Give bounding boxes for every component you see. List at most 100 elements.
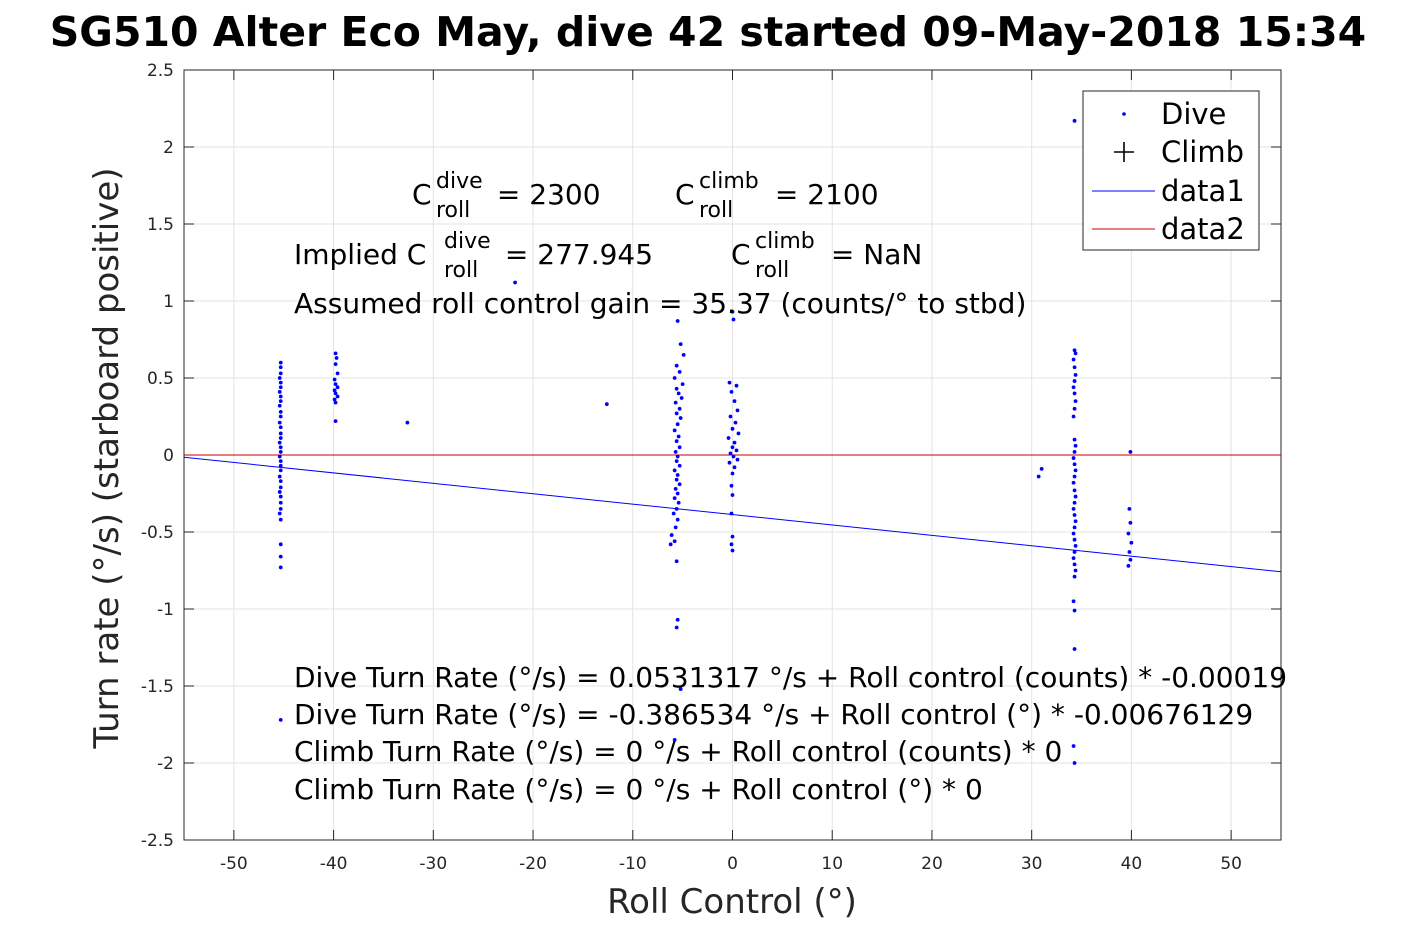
dive-point bbox=[1071, 599, 1076, 604]
dive-point bbox=[734, 383, 739, 388]
y-tick-label: 1.5 bbox=[147, 215, 174, 235]
dive-point bbox=[736, 431, 741, 436]
dive-point bbox=[729, 389, 734, 394]
dive-point bbox=[673, 450, 678, 454]
dive-point bbox=[278, 365, 283, 370]
legend-dive-marker bbox=[1122, 112, 1126, 116]
dive-point bbox=[728, 451, 733, 456]
dive-point bbox=[278, 450, 283, 454]
dive-point bbox=[675, 517, 680, 522]
dive-point bbox=[672, 428, 677, 433]
dive-point bbox=[735, 457, 740, 462]
dive-point bbox=[674, 507, 679, 511]
dive-point bbox=[278, 371, 283, 376]
dive-point bbox=[278, 436, 283, 440]
dive-point bbox=[278, 500, 283, 505]
dive-point bbox=[1071, 357, 1076, 362]
dive-point bbox=[731, 454, 736, 459]
dive-point bbox=[278, 717, 283, 722]
dive-point bbox=[278, 409, 283, 414]
dive-point bbox=[333, 400, 338, 405]
dive-point bbox=[1072, 574, 1077, 579]
dive-point bbox=[731, 317, 736, 322]
dive-point bbox=[277, 376, 282, 380]
dive-point bbox=[1073, 568, 1078, 573]
dive-point bbox=[277, 490, 282, 494]
legend-dive-label: Dive bbox=[1161, 97, 1226, 131]
dive-point bbox=[679, 396, 684, 400]
x-tick-label: 40 bbox=[1121, 854, 1143, 874]
dive-point bbox=[332, 388, 337, 393]
dive-point bbox=[1073, 519, 1078, 524]
x-tick-label: -20 bbox=[519, 854, 547, 874]
legend-data2-label: data2 bbox=[1161, 212, 1245, 246]
dive-point bbox=[1129, 540, 1134, 545]
dive-point bbox=[672, 738, 677, 742]
dive-point bbox=[1071, 414, 1076, 419]
dive-point bbox=[278, 565, 283, 570]
annotation-eq-1: Dive Turn Rate (°/s) = 0.0531317 °/s + R… bbox=[294, 661, 1287, 694]
dive-point bbox=[278, 431, 283, 436]
y-tick-labels: 2.5 2 1.5 1 0.5 0 -0.5 -1 -1.5 -2 -2.5 bbox=[141, 61, 174, 851]
dive-point bbox=[729, 542, 734, 547]
x-tick-labels: -50 -40 -30 -20 -10 0 10 20 30 40 50 bbox=[220, 854, 1242, 874]
dive-point bbox=[333, 351, 338, 356]
dive-point bbox=[672, 468, 677, 473]
dive-point bbox=[1072, 647, 1077, 651]
dive-point bbox=[1128, 557, 1133, 562]
x-tick-label: -50 bbox=[220, 854, 248, 874]
dive-point bbox=[1072, 462, 1077, 467]
dive-point bbox=[730, 445, 735, 450]
dive-point bbox=[332, 397, 337, 402]
dive-point bbox=[1073, 443, 1078, 448]
dive-point bbox=[1071, 744, 1076, 748]
y-tick-label: 0 bbox=[163, 446, 174, 466]
dive-point bbox=[728, 414, 733, 419]
dive-point bbox=[673, 525, 678, 530]
x-tick-label: 20 bbox=[921, 854, 943, 874]
dive-point bbox=[1073, 399, 1078, 403]
dive-point bbox=[1072, 348, 1077, 353]
legend-box bbox=[1082, 90, 1260, 251]
dive-point bbox=[1071, 385, 1076, 390]
dive-point bbox=[1072, 474, 1077, 479]
dive-point bbox=[730, 309, 735, 314]
dive-point bbox=[673, 486, 678, 491]
dive-point bbox=[675, 473, 680, 477]
dive-point bbox=[333, 419, 338, 424]
dive-point bbox=[1072, 450, 1077, 454]
dive-point bbox=[674, 363, 679, 368]
dive-point bbox=[1072, 379, 1077, 383]
dive-point bbox=[672, 376, 677, 380]
dive-point bbox=[278, 507, 283, 511]
dive-point bbox=[677, 369, 682, 374]
dive-point bbox=[733, 420, 738, 425]
dive-point bbox=[333, 391, 338, 396]
dive-point bbox=[1071, 480, 1076, 485]
dive-point bbox=[677, 482, 682, 487]
dive-point bbox=[278, 445, 283, 450]
dive-point bbox=[672, 496, 677, 501]
dive-point bbox=[1072, 118, 1077, 123]
dive-point bbox=[278, 380, 283, 385]
dive-point bbox=[335, 371, 340, 376]
dive-point bbox=[1073, 494, 1078, 499]
dive-point bbox=[1072, 406, 1077, 411]
dive-point bbox=[681, 353, 686, 357]
dive-point bbox=[277, 474, 282, 479]
dive-point bbox=[672, 539, 677, 544]
dive-point bbox=[277, 389, 282, 394]
dive-point bbox=[278, 414, 283, 419]
legend-climb-marker bbox=[1114, 142, 1134, 162]
dive-point bbox=[334, 356, 339, 360]
y-tick-label: -2.5 bbox=[141, 831, 174, 851]
dive-point bbox=[680, 382, 685, 387]
annotation-equations: Dive Turn Rate (°/s) = 0.0531317 °/s + R… bbox=[294, 661, 1287, 806]
dive-point bbox=[278, 468, 283, 473]
dive-point bbox=[676, 434, 681, 439]
dive-point bbox=[674, 411, 679, 416]
legend-data1-label: data1 bbox=[1161, 174, 1245, 208]
dive-point bbox=[673, 400, 678, 405]
